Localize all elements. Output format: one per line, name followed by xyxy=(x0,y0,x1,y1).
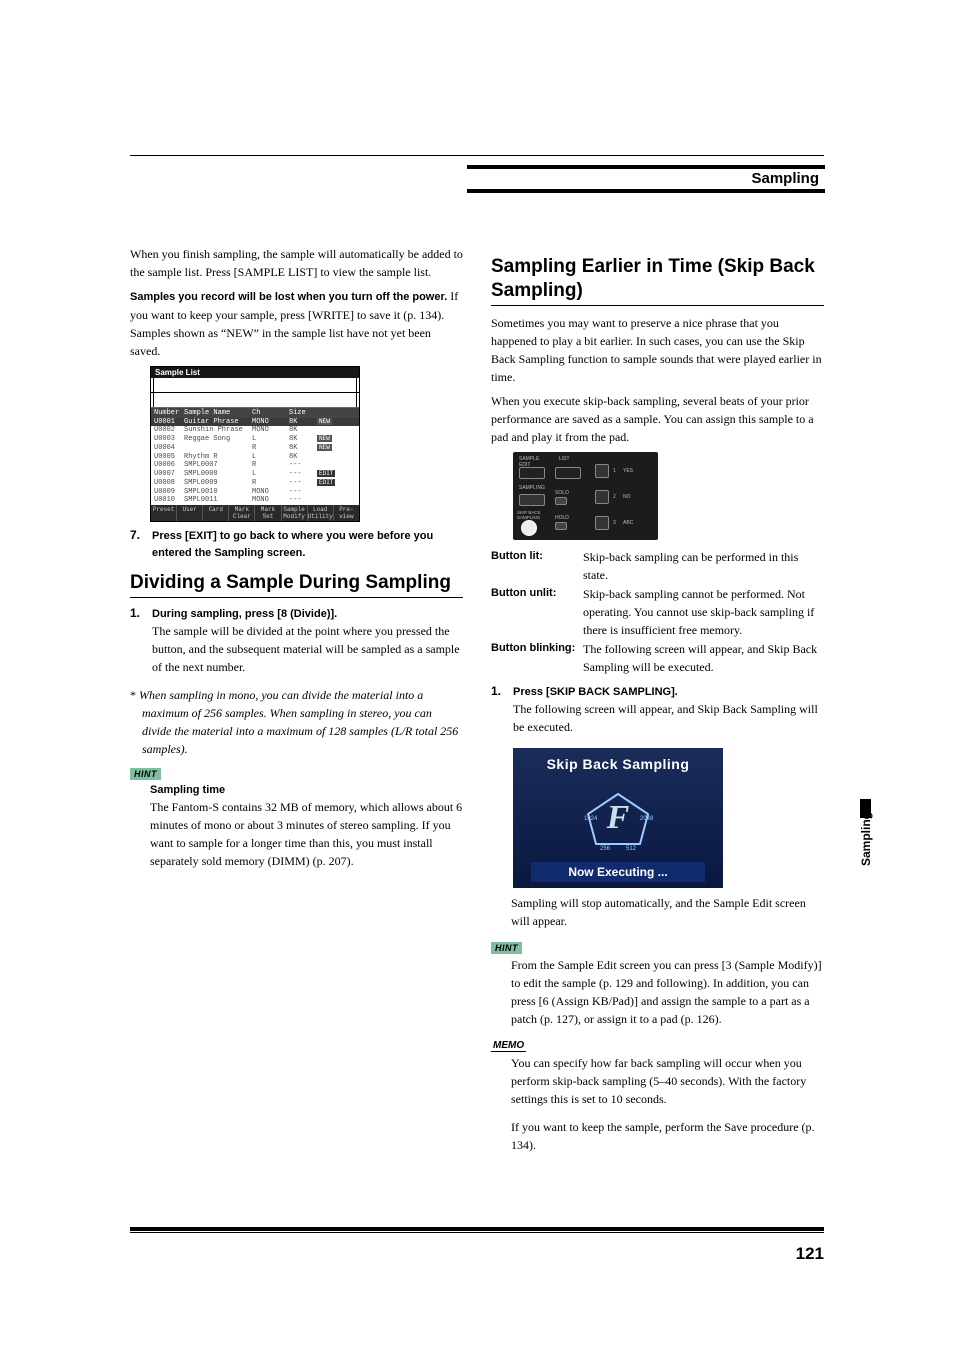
skipback-figure: Skip Back Sampling F 1024 2048 256 512 N… xyxy=(513,748,723,888)
warning-head: Samples you record will be lost when you… xyxy=(130,291,447,303)
note-text: When sampling in mono, you can divide th… xyxy=(142,686,463,758)
hint-body: From the Sample Edit screen you can pres… xyxy=(511,956,824,1028)
step-title: During sampling, press [8 (Divide)]. xyxy=(152,606,463,623)
warning-paragraph: Samples you record will be lost when you… xyxy=(130,287,463,360)
step-body: The sample will be divided at the point … xyxy=(152,622,463,676)
side-tab-marker xyxy=(860,799,871,818)
paragraph: When you execute skip-back sampling, sev… xyxy=(491,392,824,446)
page-number: 121 xyxy=(796,1244,824,1264)
sample-list-figure: Sample List Number Sample Name Ch Size U… xyxy=(150,366,360,523)
figure-title: Skip Back Sampling xyxy=(513,748,723,772)
right-column: Sampling Earlier in Time (Skip Back Samp… xyxy=(491,245,824,1160)
figure-footer: PresetUserCardMark ClearMark SetSample M… xyxy=(151,505,359,521)
top-rule xyxy=(130,155,824,156)
figure-title: Sample List xyxy=(151,367,359,378)
table-row: U0001Guitar PhraseMONO8KNEW xyxy=(151,418,359,427)
hint-body: The Fantom-S contains 32 MB of memory, w… xyxy=(150,798,463,870)
page-content: When you finish sampling, the sample wil… xyxy=(130,165,824,1160)
skipback-step-1: 1. Press [SKIP BACK SAMPLING]. The follo… xyxy=(491,684,824,743)
definition-row: Button blinking:The following screen wil… xyxy=(491,640,824,676)
step-number: 7. xyxy=(130,528,144,561)
hint-heading: Sampling time xyxy=(150,784,463,796)
table-header: Number Sample Name Ch Size xyxy=(151,408,359,418)
figure-footer: Now Executing ... xyxy=(531,862,705,882)
tail-paragraph: If you want to keep the sample, perform … xyxy=(511,1118,824,1154)
hint-badge: HINT xyxy=(130,768,161,780)
after-paragraph: Sampling will stop automatically, and th… xyxy=(511,894,824,930)
step-body: The following screen will appear, and Sk… xyxy=(513,700,824,736)
table-row: U0002Sunshin PhraseMONO8K xyxy=(151,426,359,435)
svg-text:2048: 2048 xyxy=(640,816,654,822)
waveform-area xyxy=(151,378,359,408)
svg-text:F: F xyxy=(606,799,630,836)
table-rows: U0001Guitar PhraseMONO8KNEWU0002Sunshin … xyxy=(151,418,359,506)
footer-rule xyxy=(130,1227,824,1233)
side-tab-label: Sampling xyxy=(859,812,873,866)
side-tab: Sampling xyxy=(845,740,859,818)
table-row: U0004R8KNEW xyxy=(151,444,359,453)
figure-graphic: F 1024 2048 256 512 xyxy=(578,786,658,852)
step-7: 7. Press [EXIT] to go back to where you … xyxy=(130,528,463,561)
definition-row: Button lit:Skip-back sampling can be per… xyxy=(491,548,824,584)
memo-badge: MEMO xyxy=(491,1040,526,1052)
heading-dividing: Dividing a Sample During Sampling xyxy=(130,571,463,598)
table-row: U0010SMPL0011MONO--- xyxy=(151,496,359,505)
table-row: U0003Reggae SongL8KNEW xyxy=(151,435,359,444)
definition-row: Button unlit:Skip-back sampling cannot b… xyxy=(491,585,824,639)
divide-step-1: 1. During sampling, press [8 (Divide)]. … xyxy=(130,606,463,683)
svg-text:256: 256 xyxy=(600,846,611,852)
table-row: U0006SMPL0007R--- xyxy=(151,461,359,470)
table-row: U0008SMPL0009R---EDIT xyxy=(151,479,359,488)
table-row: U0009SMPL0010MONO--- xyxy=(151,488,359,497)
hardware-figure: SAMPLEEDIT LIST SAMPLING SOLO SKIP BACKS… xyxy=(513,452,658,540)
svg-text:512: 512 xyxy=(626,846,637,852)
svg-text:1024: 1024 xyxy=(584,816,598,822)
step-text: Press [EXIT] to go back to where you wer… xyxy=(152,528,463,561)
hint-badge: HINT xyxy=(491,942,522,954)
table-row: U0005Rhythm RL8K xyxy=(151,453,359,462)
definition-list: Button lit:Skip-back sampling can be per… xyxy=(491,548,824,676)
heading-skipback: Sampling Earlier in Time (Skip Back Samp… xyxy=(491,255,824,306)
paragraph: Sometimes you may want to preserve a nic… xyxy=(491,314,824,386)
left-column: When you finish sampling, the sample wil… xyxy=(130,245,463,1160)
table-row: U0007SMPL0008L---EDIT xyxy=(151,470,359,479)
step-number: 1. xyxy=(130,606,144,683)
intro-paragraph: When you finish sampling, the sample wil… xyxy=(130,245,463,281)
step-title: Press [SKIP BACK SAMPLING]. xyxy=(513,684,824,701)
step-number: 1. xyxy=(491,684,505,743)
memo-body: You can specify how far back sampling wi… xyxy=(511,1054,824,1108)
